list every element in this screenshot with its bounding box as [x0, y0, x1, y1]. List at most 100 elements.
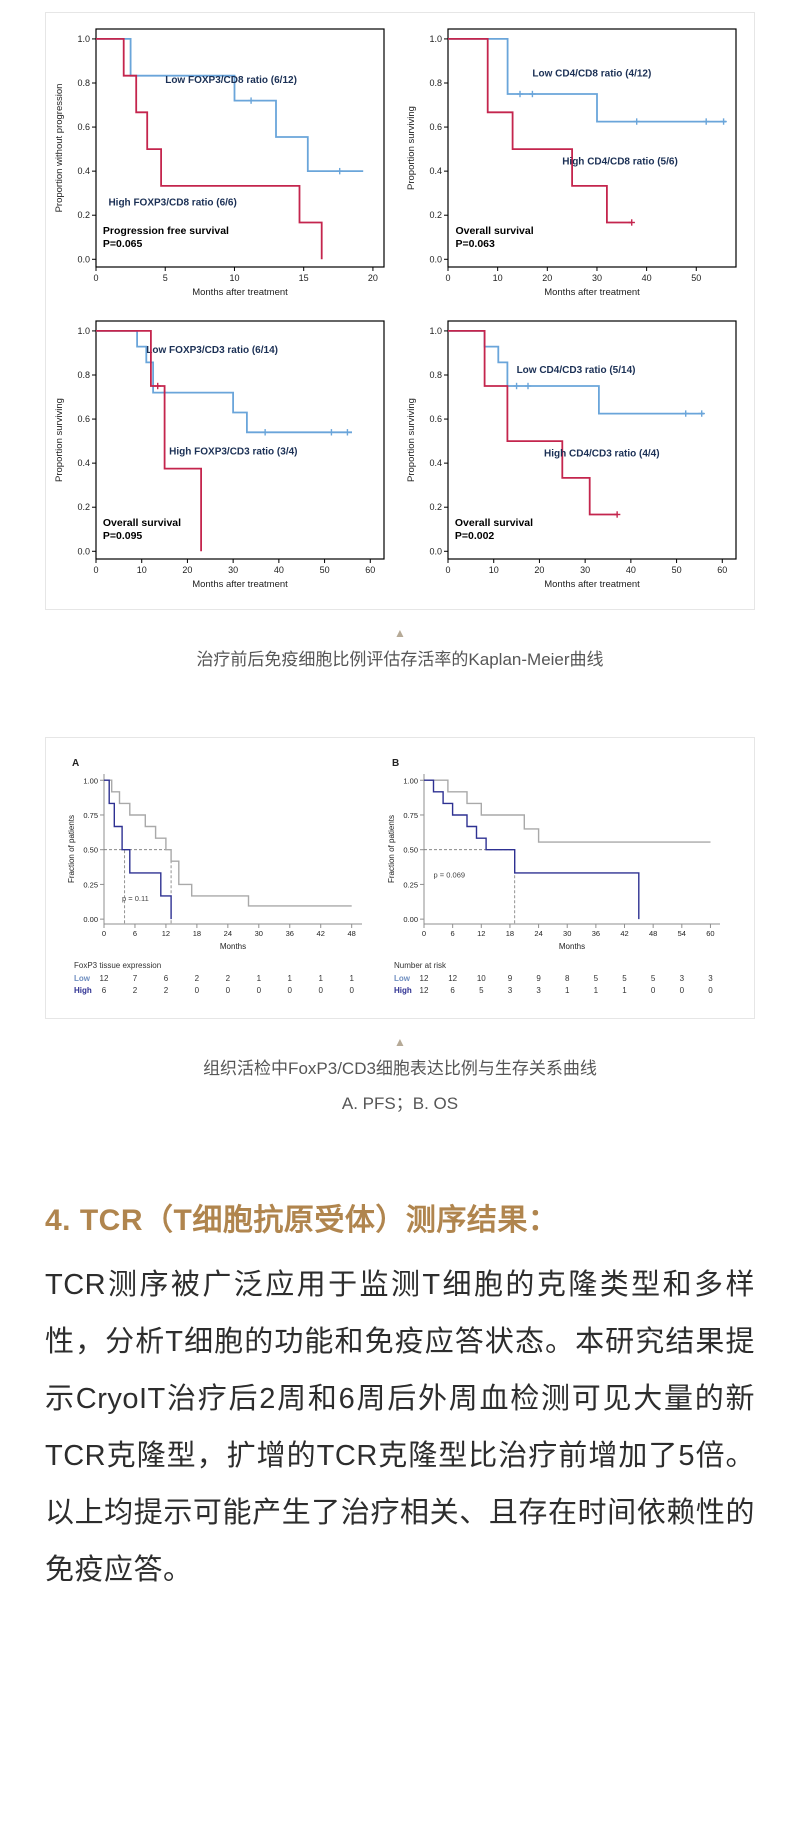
svg-text:0: 0	[680, 986, 685, 995]
svg-text:High FOXP3/CD8 ratio (6/6): High FOXP3/CD8 ratio (6/6)	[108, 197, 236, 208]
svg-text:Overall survival: Overall survival	[455, 225, 533, 237]
svg-text:6: 6	[102, 986, 107, 995]
km-panel-os-cd4-cd8: 0.0 0.2 0.4 0.6 0.8 1.0 0 10 20 30 40 50 Months afte…	[406, 28, 737, 298]
svg-text:Low CD4/CD3 ratio (5/14): Low CD4/CD3 ratio (5/14)	[517, 365, 636, 376]
svg-text:42: 42	[620, 929, 628, 938]
svg-text:5: 5	[163, 273, 168, 283]
svg-text:Overall survival: Overall survival	[455, 517, 533, 529]
figure-km-tissue-expression[interactable]: 0.00 0.25 0.50 0.75 1.00 0 6 12 18 24 30 36 42 48 Mont…	[45, 736, 755, 1019]
km-panel-tissue-pfs: 0.000.250.500.751.000 6 12 18 24 30 36 42 48Mont…	[67, 758, 362, 995]
svg-text:18: 18	[506, 929, 514, 938]
svg-text:0: 0	[257, 986, 262, 995]
svg-text:0.75: 0.75	[83, 811, 98, 820]
svg-text:0.25: 0.25	[83, 880, 98, 889]
svg-text:1.0: 1.0	[77, 34, 90, 44]
svg-text:0: 0	[102, 929, 106, 938]
svg-text:0.50: 0.50	[83, 846, 98, 855]
svg-text:0.0: 0.0	[77, 254, 90, 264]
svg-text:A: A	[72, 758, 79, 769]
svg-text:B: B	[392, 758, 399, 769]
svg-text:20: 20	[542, 273, 552, 283]
svg-text:30: 30	[255, 929, 263, 938]
svg-text:10: 10	[493, 273, 503, 283]
svg-text:2: 2	[226, 974, 231, 983]
svg-text:2: 2	[195, 974, 200, 983]
svg-text:Months after treatment: Months after treatment	[544, 579, 640, 590]
svg-text:Overall survival: Overall survival	[103, 517, 181, 529]
svg-text:3: 3	[536, 986, 541, 995]
svg-text:9: 9	[508, 974, 513, 983]
svg-text:1.00: 1.00	[83, 776, 98, 785]
svg-text:0.4: 0.4	[77, 166, 90, 176]
section-heading: 4. TCR（T细胞抗原受体）测序结果：	[45, 1203, 559, 1237]
figure2-caption-line2: A. PFS；B. OS	[341, 1093, 459, 1113]
svg-text:Low FOXP3/CD3 ratio (6/14): Low FOXP3/CD3 ratio (6/14)	[146, 345, 278, 356]
svg-text:Progression free survival: Progression free survival	[103, 225, 229, 237]
svg-text:12: 12	[420, 986, 429, 995]
svg-text:0: 0	[708, 986, 713, 995]
km-panel-pfs-foxp3-cd8: 0.0 0.2 0.4 0.6 0.8 1.0 0 5 10 15 20 Months after t…	[54, 28, 385, 298]
svg-text:0.8: 0.8	[77, 370, 90, 380]
svg-text:1: 1	[349, 974, 354, 983]
svg-text:2: 2	[133, 986, 138, 995]
km-panel-os-cd4-cd3: 0.0 0.2 0.4 0.6 0.8 1.0 0 10 20 30 40 50 60 Months af…	[406, 320, 737, 590]
svg-text:High: High	[394, 986, 412, 995]
svg-text:3: 3	[708, 974, 713, 983]
svg-text:10: 10	[229, 273, 239, 283]
figure1-caption-arrow-icon: ▲	[394, 626, 406, 640]
svg-text:p = 0.11: p = 0.11	[122, 894, 149, 903]
svg-text:1: 1	[257, 974, 262, 983]
svg-text:0.2: 0.2	[429, 502, 442, 512]
svg-text:0: 0	[93, 273, 98, 283]
svg-text:30: 30	[563, 929, 571, 938]
svg-text:6: 6	[450, 986, 455, 995]
svg-text:Proportion surviving: Proportion surviving	[406, 106, 417, 190]
svg-text:7: 7	[133, 974, 138, 983]
svg-text:Months: Months	[559, 942, 585, 951]
svg-text:54: 54	[678, 929, 686, 938]
svg-text:0.8: 0.8	[77, 78, 90, 88]
svg-text:0: 0	[445, 565, 450, 575]
svg-text:0.0: 0.0	[429, 546, 442, 556]
svg-text:0: 0	[651, 986, 656, 995]
svg-text:0.4: 0.4	[77, 458, 90, 468]
svg-text:24: 24	[534, 929, 542, 938]
svg-text:12: 12	[448, 974, 457, 983]
body-paragraph: TCR测序被广泛应用于监测T细胞的克隆类型和多样性，分析T细胞的功能和免疫应答状…	[45, 1268, 755, 1587]
svg-text:20: 20	[534, 565, 544, 575]
svg-text:40: 40	[274, 565, 284, 575]
svg-text:0: 0	[318, 986, 323, 995]
figure-km-treatment-ratios[interactable]: 0.0 0.2 0.4 0.6 0.8 1.0 0 5 10 15 20 Months after t…	[45, 12, 755, 610]
svg-text:36: 36	[286, 929, 294, 938]
svg-text:0: 0	[93, 565, 98, 575]
svg-text:0.6: 0.6	[77, 414, 90, 424]
svg-text:1.0: 1.0	[429, 326, 442, 336]
svg-text:Low: Low	[394, 974, 411, 983]
svg-text:Proportion without progression: Proportion without progression	[54, 84, 65, 213]
svg-text:6: 6	[451, 929, 455, 938]
svg-text:0.6: 0.6	[429, 122, 442, 132]
svg-text:1: 1	[565, 986, 570, 995]
svg-text:Low FOXP3/CD8 ratio (6/12): Low FOXP3/CD8 ratio (6/12)	[165, 75, 297, 86]
svg-text:42: 42	[317, 929, 325, 938]
svg-text:12: 12	[100, 974, 109, 983]
figure1-caption: 治疗前后免疫细胞比例评估存活率的Kaplan-Meier曲线	[196, 650, 604, 669]
svg-text:15: 15	[299, 273, 309, 283]
svg-text:Proportion surviving: Proportion surviving	[54, 398, 65, 482]
svg-text:Fraction of patients: Fraction of patients	[387, 815, 396, 883]
svg-text:50: 50	[672, 565, 682, 575]
figure2-caption-arrow-icon: ▲	[394, 1034, 406, 1049]
svg-text:0.4: 0.4	[429, 458, 442, 468]
svg-text:6: 6	[133, 929, 137, 938]
svg-text:Number at risk: Number at risk	[394, 961, 447, 970]
svg-text:Fraction of patients: Fraction of patients	[67, 815, 76, 883]
svg-text:3: 3	[680, 974, 685, 983]
km-row: 0.00 0.25 0.50 0.75 1.00 0 6 12 18 24 30 36 42 48 Mont…	[46, 738, 754, 1018]
svg-text:40: 40	[642, 273, 652, 283]
svg-text:12: 12	[162, 929, 170, 938]
svg-text:24: 24	[224, 929, 232, 938]
svg-text:6: 6	[164, 974, 169, 983]
svg-text:8: 8	[565, 974, 570, 983]
svg-text:60: 60	[365, 565, 375, 575]
